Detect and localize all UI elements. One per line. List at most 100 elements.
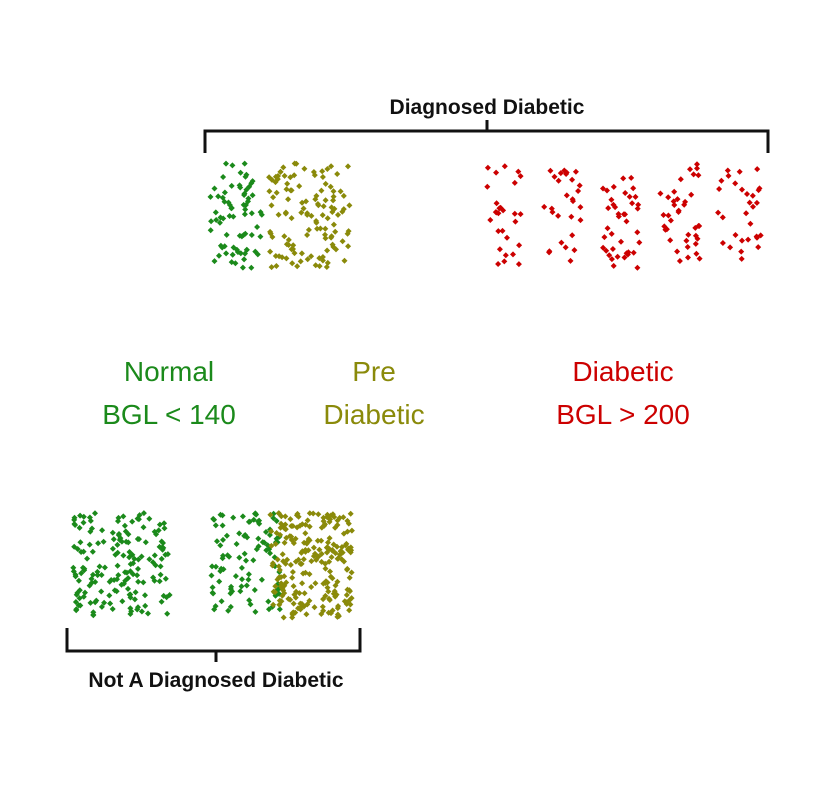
data-point bbox=[290, 540, 297, 547]
data-point bbox=[343, 540, 350, 547]
data-point bbox=[684, 244, 691, 250]
data-point bbox=[288, 533, 295, 540]
data-point bbox=[285, 595, 292, 602]
data-point bbox=[661, 223, 668, 230]
data-point bbox=[517, 173, 524, 180]
data-point bbox=[743, 210, 750, 217]
data-point bbox=[264, 542, 271, 549]
data-point bbox=[272, 541, 279, 547]
data-point bbox=[237, 588, 244, 595]
data-point bbox=[212, 209, 219, 216]
data-point bbox=[314, 537, 321, 544]
data-point bbox=[632, 193, 639, 200]
data-point bbox=[72, 573, 79, 580]
data-point bbox=[82, 589, 88, 596]
data-point bbox=[719, 214, 726, 221]
data-point bbox=[232, 260, 239, 267]
data-point bbox=[324, 584, 331, 591]
data-point bbox=[150, 574, 157, 581]
data-point bbox=[322, 197, 329, 204]
point-clouds bbox=[70, 160, 764, 621]
data-point bbox=[239, 576, 245, 583]
data-point bbox=[239, 264, 246, 271]
data-point bbox=[236, 530, 243, 537]
data-point bbox=[313, 556, 320, 563]
data-point bbox=[304, 517, 311, 524]
data-point bbox=[496, 205, 503, 212]
data-point bbox=[112, 551, 119, 558]
data-point bbox=[275, 211, 282, 218]
data-point bbox=[671, 202, 678, 208]
data-point bbox=[75, 577, 82, 584]
data-point bbox=[618, 238, 624, 245]
data-point bbox=[293, 588, 300, 595]
data-point bbox=[732, 180, 739, 187]
data-point bbox=[715, 209, 722, 216]
data-point bbox=[547, 167, 554, 174]
data-point bbox=[320, 514, 327, 521]
data-point bbox=[724, 167, 731, 174]
data-point bbox=[290, 609, 297, 616]
data-point bbox=[98, 588, 105, 595]
data-point bbox=[278, 574, 284, 581]
data-point bbox=[676, 258, 683, 264]
data-point bbox=[716, 186, 723, 192]
data-point bbox=[502, 252, 509, 259]
data-point bbox=[285, 196, 292, 203]
data-point bbox=[577, 217, 584, 224]
data-point bbox=[230, 514, 237, 521]
diagnosed-diabetic-3-points bbox=[600, 174, 643, 271]
data-point bbox=[302, 530, 309, 537]
data-point bbox=[256, 520, 263, 527]
data-point bbox=[318, 550, 325, 557]
data-point bbox=[750, 203, 756, 210]
data-point bbox=[77, 539, 84, 546]
data-point bbox=[299, 199, 306, 206]
data-point bbox=[248, 210, 255, 217]
data-point bbox=[325, 588, 332, 595]
data-point bbox=[156, 578, 163, 585]
data-point bbox=[229, 162, 236, 169]
data-point bbox=[493, 169, 500, 176]
data-point bbox=[677, 176, 684, 183]
data-point bbox=[215, 193, 222, 200]
data-point bbox=[298, 549, 305, 556]
data-point bbox=[228, 583, 235, 590]
data-point bbox=[273, 518, 280, 524]
data-point bbox=[337, 188, 344, 195]
data-point bbox=[688, 191, 695, 198]
data-point bbox=[250, 557, 257, 564]
data-point bbox=[161, 525, 168, 532]
data-point bbox=[337, 548, 344, 554]
data-point bbox=[754, 166, 761, 173]
data-point bbox=[516, 242, 523, 249]
data-point bbox=[608, 230, 615, 237]
data-point bbox=[90, 609, 97, 616]
data-point bbox=[334, 171, 341, 177]
data-point bbox=[622, 190, 629, 196]
not-diagnosed-normal-2-points bbox=[208, 510, 283, 615]
data-point bbox=[106, 592, 113, 599]
data-point bbox=[108, 577, 115, 583]
data-point bbox=[636, 239, 643, 246]
data-point bbox=[142, 592, 148, 599]
data-point bbox=[251, 587, 258, 593]
data-point bbox=[718, 177, 725, 184]
data-point bbox=[300, 556, 307, 563]
data-point bbox=[242, 532, 249, 538]
data-point bbox=[207, 227, 214, 234]
not-diagnosed-bracket-label: Not A Diagnosed Diabetic bbox=[88, 669, 343, 692]
data-point bbox=[275, 510, 282, 517]
data-point bbox=[608, 256, 615, 263]
data-point bbox=[303, 611, 310, 618]
data-point bbox=[692, 240, 699, 247]
diagnosed-bracket bbox=[203, 120, 770, 153]
data-point bbox=[335, 211, 341, 218]
diagnosed-diabetic-4-points bbox=[657, 161, 703, 264]
data-point bbox=[279, 585, 286, 592]
data-point bbox=[314, 225, 321, 232]
data-point bbox=[84, 555, 91, 562]
data-point bbox=[747, 220, 754, 227]
data-point bbox=[266, 174, 273, 181]
data-point bbox=[296, 183, 303, 190]
